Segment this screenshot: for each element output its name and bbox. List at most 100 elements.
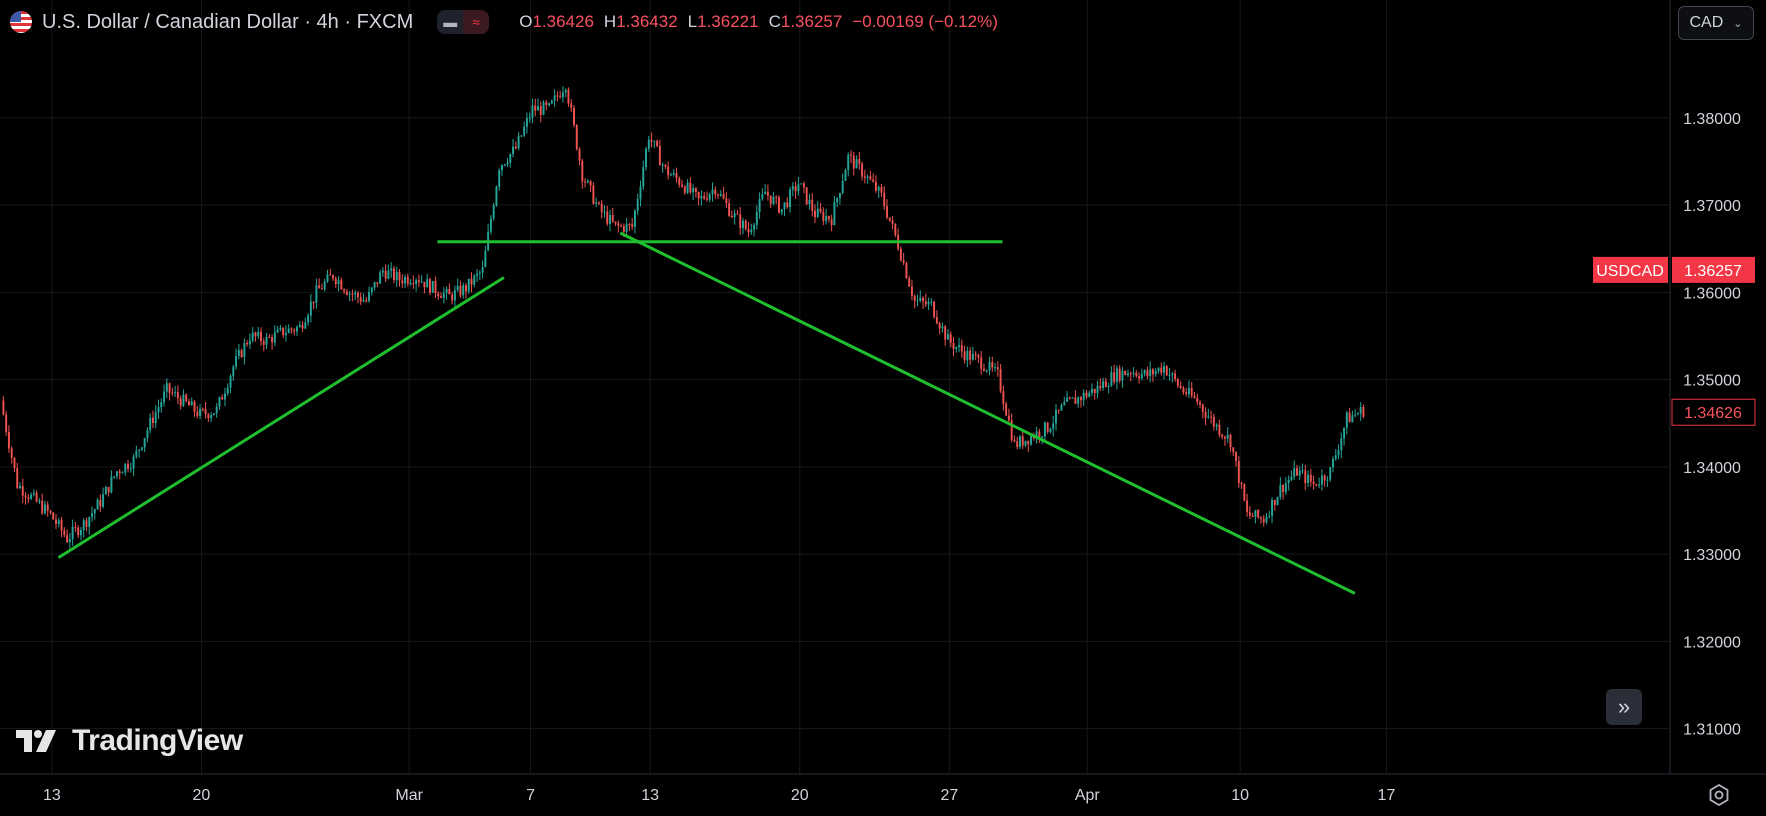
candle-body (1143, 370, 1146, 374)
candle-body (1099, 385, 1102, 389)
candle-body (689, 182, 692, 193)
candle-body (1005, 403, 1008, 416)
candle-body (589, 180, 592, 186)
candle-body (683, 186, 686, 193)
candle-body (210, 415, 213, 419)
time-axis[interactable]: 13 20 Mar 7 13 20 27 Apr 10 17 (43, 787, 1395, 804)
currency-label: CAD (1689, 14, 1724, 31)
candle-body (140, 447, 143, 450)
candle-body (584, 181, 587, 183)
candle-body (10, 448, 13, 458)
candle-body (478, 272, 481, 274)
candle-body (1052, 423, 1055, 429)
candle-body (199, 408, 202, 417)
candle-body (1187, 387, 1190, 395)
candle-body (938, 323, 941, 329)
chart-settings-button[interactable] (1705, 781, 1733, 809)
candle-body (1332, 458, 1334, 468)
candle-body (1232, 447, 1235, 452)
candle-body (1307, 474, 1310, 484)
scroll-to-realtime-button[interactable]: » (1606, 689, 1642, 725)
candle-body (1326, 479, 1329, 481)
candle-body (570, 103, 573, 108)
candle-body (151, 417, 154, 423)
candle-body (456, 285, 459, 291)
candle-body (850, 154, 852, 156)
candle-body (423, 281, 426, 288)
candle-body (656, 140, 659, 147)
candle-body (401, 280, 404, 284)
indicator-toggle[interactable]: ▬ ≈ (437, 10, 490, 34)
ohlc-readout: O1.36426 H1.36432 L1.36221 C1.36257 −0.0… (519, 12, 998, 32)
candle-body (1041, 436, 1044, 438)
candle-body (694, 188, 697, 192)
grid-lines (0, 0, 1670, 774)
candle-body (163, 391, 166, 403)
candle-body (814, 210, 816, 218)
symbol-title[interactable]: U.S. Dollar / Canadian Dollar · 4h · FXC… (42, 10, 414, 33)
candle-body (863, 176, 866, 178)
candle-body (974, 353, 977, 355)
candle-body (160, 402, 163, 408)
candle-body (82, 520, 85, 531)
candle-body (1340, 438, 1343, 451)
trendlines[interactable] (57, 231, 1356, 595)
candle-body (822, 211, 825, 221)
candle-body (686, 182, 689, 193)
candle-body (525, 118, 528, 127)
candle-body (320, 288, 323, 290)
candle-body (24, 495, 27, 498)
candle-body (1171, 373, 1174, 375)
candle-body (154, 412, 157, 423)
last-price-value: 1.36257 (1684, 263, 1742, 280)
candle-body (719, 194, 722, 196)
candle-body (1251, 515, 1254, 517)
candle-body (1151, 369, 1154, 375)
candle-body (99, 499, 102, 507)
candle-body (1030, 436, 1033, 445)
minus-icon[interactable]: ▬ (443, 14, 458, 30)
candle-body (1085, 392, 1088, 397)
candle-body (351, 293, 354, 295)
candle-body (359, 297, 362, 302)
candle-body (74, 526, 77, 528)
candle-body (395, 272, 398, 281)
candle-body (179, 398, 182, 406)
candles (2, 85, 1365, 549)
candle-body (747, 228, 750, 233)
candle-body (66, 535, 69, 543)
approx-icon[interactable]: ≈ (463, 10, 490, 34)
candle-body (348, 293, 351, 295)
candle-body (506, 162, 509, 165)
rising-trendline[interactable] (57, 276, 505, 559)
candle-body (237, 350, 240, 357)
candle-body (1035, 431, 1038, 439)
candle-body (1351, 415, 1354, 423)
candle-body (254, 332, 257, 337)
candle-body (19, 485, 21, 488)
candle-body (958, 345, 961, 348)
candle-body (465, 285, 467, 292)
candle-body (1268, 515, 1271, 517)
candle-body (1104, 381, 1107, 388)
candle-body (933, 301, 936, 318)
candle-body (597, 202, 600, 204)
candle-body (1118, 368, 1121, 381)
candle-body (96, 499, 99, 510)
candle-body (531, 105, 534, 118)
currency-selector[interactable]: CAD ⌄ (1678, 6, 1754, 40)
falling-trendline[interactable] (619, 231, 1356, 595)
price-axis[interactable]: 1.38000 1.37000 1.36000 1.35000 1.34000 1.330… (1683, 111, 1741, 739)
tradingview-logo[interactable]: TradingView (16, 724, 243, 758)
candle-body (1110, 372, 1113, 387)
candle-body (373, 282, 376, 288)
candle-body (5, 414, 8, 433)
candle-body (658, 146, 661, 166)
double-chevron-right-icon: » (1617, 694, 1631, 719)
candle-body (742, 220, 744, 229)
candle-body (77, 527, 80, 536)
ohlc-low-label: L (687, 12, 698, 31)
candle-body (816, 208, 819, 218)
candle-body (866, 176, 869, 178)
